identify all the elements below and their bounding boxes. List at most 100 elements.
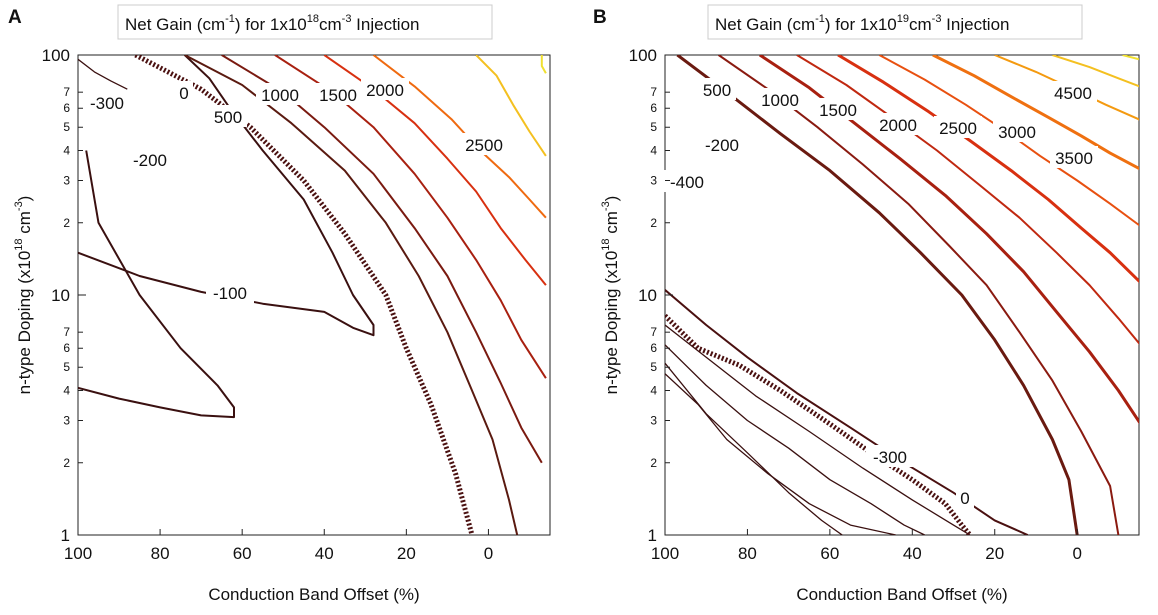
x-tick-label: 20 bbox=[985, 544, 1004, 563]
contour-label: 500 bbox=[703, 81, 731, 100]
contour-line-neg200 bbox=[665, 324, 971, 535]
contour-label-bg bbox=[361, 78, 409, 100]
y-axis-ticks: 1 10 100 2 3 4 5 6 7 2 3 4 5 6 7 bbox=[629, 46, 673, 545]
x-tick-label: 80 bbox=[738, 544, 757, 563]
contour-line-2500 bbox=[796, 55, 1139, 345]
contour-label-bg bbox=[460, 133, 508, 155]
title-background bbox=[117, 4, 493, 40]
contour-label-bg bbox=[956, 486, 974, 508]
contour-label-bg bbox=[814, 98, 862, 120]
y-minor-tick-label: 2 bbox=[650, 216, 657, 230]
contour-line-0 bbox=[134, 55, 475, 535]
contour-line-3500 bbox=[878, 55, 1139, 227]
title-background bbox=[707, 4, 1083, 40]
contour-label: 2500 bbox=[465, 136, 503, 155]
contour-line-4000 bbox=[932, 55, 1139, 171]
contour-label-bg bbox=[993, 120, 1041, 142]
contour-label: 2000 bbox=[879, 116, 917, 135]
contour-label-group: -400 -300 -200 0 500 1000 1500 2000 2500 3000 3500… bbox=[663, 78, 1098, 508]
y-major-tick-label: 10 bbox=[638, 286, 657, 305]
y-axis-label: n-type Doping (x1018 cm-3) bbox=[13, 196, 34, 395]
contour-label-bg bbox=[1049, 81, 1097, 103]
contour-line-3000 bbox=[837, 55, 1139, 284]
y-minor-tick-label: 5 bbox=[63, 120, 70, 134]
x-tick-label: 0 bbox=[484, 544, 493, 563]
contour-label: 2500 bbox=[939, 119, 977, 138]
y-major-tick-label: 10 bbox=[51, 286, 70, 305]
y-major-tick-label: 1 bbox=[648, 526, 657, 545]
y-axis-ticks: 1 10 100 2 3 4 5 6 7 2 3 4 5 6 7 bbox=[42, 46, 86, 545]
x-tick-label: 100 bbox=[651, 544, 679, 563]
contour-label: 3000 bbox=[998, 123, 1036, 142]
x-tick-label: 80 bbox=[151, 544, 170, 563]
panel-letter: B bbox=[593, 7, 607, 28]
y-minor-tick-label: 3 bbox=[63, 173, 70, 187]
y-minor-tick-label: 5 bbox=[63, 360, 70, 374]
y-minor-tick-label: 5 bbox=[650, 360, 657, 374]
contour-label-bg bbox=[256, 83, 304, 105]
x-tick-label: 100 bbox=[64, 544, 92, 563]
contour-label: 4500 bbox=[1054, 84, 1092, 103]
contour-label: 0 bbox=[960, 489, 969, 508]
y-major-tick-label: 1 bbox=[61, 526, 70, 545]
y-major-tick-label: 100 bbox=[629, 46, 657, 65]
contour-line-500 bbox=[184, 55, 519, 535]
y-minor-tick-label: 2 bbox=[63, 456, 70, 470]
y-minor-tick-label: 3 bbox=[650, 413, 657, 427]
contour-label-bg bbox=[934, 116, 982, 138]
x-tick-label: 40 bbox=[903, 544, 922, 563]
contour-label-bg bbox=[874, 113, 922, 135]
contour-label-bg bbox=[314, 83, 362, 105]
contour-label: -300 bbox=[90, 94, 124, 113]
chart-title: Net Gain (cm-1) for 1x1018cm-3 Injection bbox=[125, 13, 419, 34]
contour-label-bg bbox=[866, 445, 914, 467]
contour-line-3000 bbox=[475, 55, 547, 157]
x-tick-label: 60 bbox=[820, 544, 839, 563]
y-major-tick-label: 100 bbox=[42, 46, 70, 65]
y-minor-tick-label: 3 bbox=[63, 413, 70, 427]
contour-line-neg500 bbox=[665, 362, 843, 535]
contour-label: -300 bbox=[873, 448, 907, 467]
x-tick-label: 0 bbox=[1072, 544, 1081, 563]
contour-line-neg400 bbox=[665, 373, 896, 535]
contour-label-bg bbox=[698, 78, 736, 100]
y-minor-tick-label: 6 bbox=[63, 341, 70, 355]
contour-label: 500 bbox=[214, 108, 242, 127]
x-tick-label: 60 bbox=[233, 544, 252, 563]
contour-label-bg bbox=[756, 88, 804, 110]
contour-group bbox=[665, 55, 1139, 535]
contour-label-bg bbox=[206, 281, 254, 303]
y-axis-label: n-type Doping (x1018 cm-3) bbox=[600, 196, 621, 395]
y-minor-tick-label: 5 bbox=[650, 120, 657, 134]
contour-line-neg300 bbox=[78, 58, 128, 90]
y-minor-tick-label: 6 bbox=[63, 101, 70, 115]
contour-label: 1000 bbox=[261, 86, 299, 105]
contour-line-1500 bbox=[718, 55, 1120, 535]
contour-line-0 bbox=[665, 313, 972, 535]
contour-line-500 bbox=[665, 289, 1029, 535]
y-minor-tick-label: 4 bbox=[63, 144, 70, 158]
contour-line-5000 bbox=[1052, 55, 1139, 88]
contour-label: 2000 bbox=[366, 81, 404, 100]
contour-label: -100 bbox=[213, 284, 247, 303]
x-tick-label: 20 bbox=[397, 544, 416, 563]
y-minor-tick-label: 7 bbox=[650, 325, 657, 339]
contour-label-bg bbox=[126, 148, 174, 170]
y-minor-tick-label: 7 bbox=[650, 85, 657, 99]
x-axis-ticks: 100 80 60 40 20 0 bbox=[651, 529, 1082, 563]
contour-label: 1500 bbox=[319, 86, 357, 105]
x-axis-ticks: 100 80 60 40 20 0 bbox=[64, 529, 493, 563]
contour-label: 1500 bbox=[819, 101, 857, 120]
contour-line-1000 bbox=[221, 55, 543, 464]
y-minor-tick-label: 4 bbox=[650, 384, 657, 398]
contour-label-bg bbox=[1050, 146, 1098, 168]
plot-frame bbox=[77, 54, 551, 536]
contour-label: 0 bbox=[179, 84, 188, 103]
contour-line-5500 bbox=[1122, 55, 1139, 61]
chart-title: Net Gain (cm-1) for 1x1019cm-3 Injection bbox=[715, 13, 1009, 34]
y-minor-tick-label: 6 bbox=[650, 341, 657, 355]
y-minor-tick-label: 3 bbox=[650, 173, 657, 187]
